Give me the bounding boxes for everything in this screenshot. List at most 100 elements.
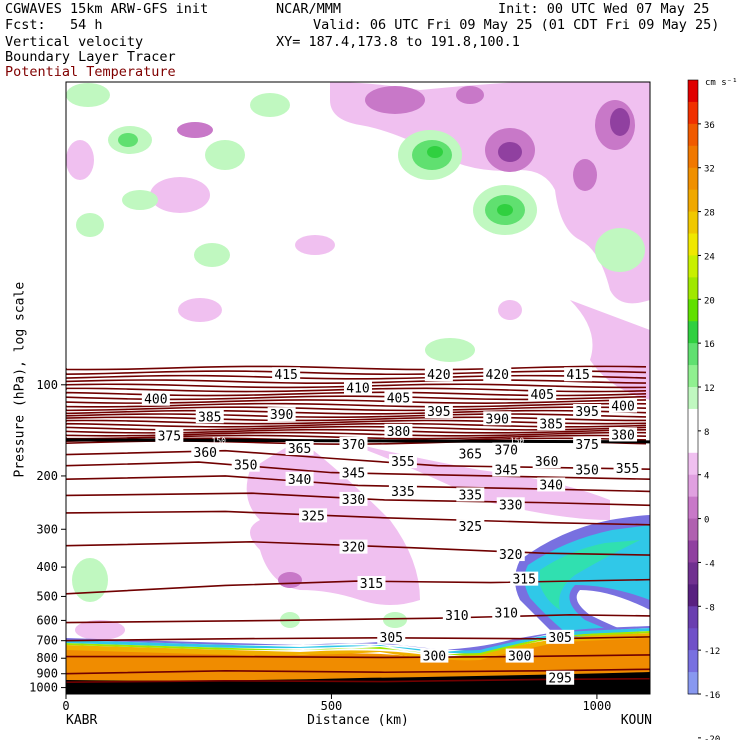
potential-temperature-labels: 415 420 420 415 400 410 405 405 400 385 390 395 390 3… [141, 367, 642, 687]
colorbar-swatch [688, 628, 698, 651]
tropopause-label: 150 [510, 437, 525, 446]
colorbar-label: 24 [704, 252, 715, 262]
theta-contour [66, 370, 647, 376]
theta-label-bg [483, 367, 512, 382]
colorbar-label: 32 [704, 165, 715, 175]
theta-label: 390 [270, 408, 293, 423]
theta-label-bg [510, 571, 539, 586]
theta-contour [66, 614, 650, 624]
theta-contour [66, 540, 650, 556]
field-label-vertical-velocity: Vertical velocity [5, 34, 144, 50]
colorbar-swatch [688, 101, 698, 125]
theta-label: 375 [575, 438, 598, 453]
theta-label-bg [141, 391, 170, 406]
theta-label: 335 [391, 485, 414, 500]
theta-label: 415 [274, 368, 297, 383]
theta-label-bg [456, 446, 485, 461]
theta-label: 315 [512, 573, 535, 588]
theta-contour [66, 406, 647, 412]
organization-label: NCAR/MMM [276, 1, 342, 17]
theta-label: 385 [539, 417, 562, 432]
theta-label-bg [456, 487, 485, 502]
y-tick-label: 600 [36, 613, 58, 627]
colorbar-swatch [688, 474, 698, 498]
theta-contour [66, 374, 647, 380]
colorbar-swatch [688, 496, 698, 520]
theta-label: 375 [158, 429, 181, 444]
theta-label: 365 [459, 448, 482, 463]
theta-label-bg [377, 629, 406, 644]
forecast-hour: Fcst: 54 h [5, 17, 103, 33]
theta-label-bg [492, 605, 521, 620]
colorbar-label: -12 [704, 647, 720, 657]
colorbar-label: -16 [704, 691, 720, 701]
colorbar-swatch [688, 167, 698, 191]
theta-label-bg [492, 442, 521, 457]
theta-label-bg [195, 409, 224, 424]
theta-label: 380 [611, 428, 634, 443]
colorbar-label: 20 [704, 296, 715, 306]
theta-label-bg [388, 484, 417, 499]
theta-label-bg [609, 427, 638, 442]
colorbar-swatch [688, 255, 698, 278]
y-tick-label: 300 [36, 522, 58, 536]
theta-label-bg [496, 547, 525, 562]
theta-label-bg [537, 477, 566, 492]
y-tick-label: 200 [36, 469, 58, 483]
theta-label-bg [420, 648, 449, 663]
theta-label-bg [285, 441, 314, 456]
colorbar-swatch [688, 430, 698, 454]
theta-contour [66, 492, 650, 507]
field-label-boundary-layer-tracer: Boundary Layer Tracer [5, 49, 176, 65]
y-tick-label: 700 [36, 634, 58, 648]
theta-label: 420 [486, 368, 509, 383]
colorbar-label: -20 [704, 735, 720, 740]
theta-label: 370 [495, 444, 518, 459]
colorbar-label: -4 [704, 559, 715, 569]
theta-label-bg [357, 576, 386, 591]
theta-label-bg [609, 398, 638, 413]
colorbar-swatch [688, 343, 698, 366]
left-station-label: KABR [66, 713, 97, 728]
theta-label-bg [191, 445, 220, 460]
theta-label-bg [384, 390, 413, 405]
theta-label: 390 [486, 412, 509, 427]
theta-label: 300 [508, 650, 531, 665]
theta-label-bg [272, 367, 301, 382]
theta-label-bg [573, 436, 602, 451]
plot-frame [65, 81, 651, 695]
theta-label-bg [155, 428, 184, 443]
theta-label-bg [537, 416, 566, 431]
theta-label: 415 [566, 368, 589, 383]
theta-label: 305 [380, 631, 403, 646]
theta-label: 310 [495, 607, 518, 622]
colorbar-label: 36 [704, 121, 715, 131]
theta-label: 400 [611, 400, 634, 415]
theta-label: 325 [459, 520, 482, 535]
theta-label: 315 [360, 577, 383, 592]
theta-contour [66, 654, 650, 659]
colorbar-label: 16 [704, 340, 715, 350]
theta-contour [66, 510, 650, 526]
theta-label-bg [546, 629, 575, 644]
y-tick-label: 800 [36, 651, 58, 665]
colorbar-swatch [688, 123, 698, 147]
colorbar-swatch [688, 299, 698, 322]
theta-label: 340 [539, 478, 562, 493]
theta-label: 365 [288, 442, 311, 457]
theta-label: 335 [459, 488, 482, 503]
colorbar-swatch [688, 606, 698, 629]
theta-label: 395 [575, 405, 598, 420]
theta-label-bg [339, 436, 368, 451]
colorbar-swatch [688, 540, 698, 563]
theta-label-bg [299, 508, 328, 523]
theta-label-bg [528, 386, 557, 401]
theta-label: 370 [342, 438, 365, 453]
theta-contour [66, 428, 647, 434]
colorbar-swatch [688, 233, 698, 256]
theta-label-bg [285, 471, 314, 486]
theta-label: 405 [530, 388, 553, 403]
theta-label: 380 [387, 425, 410, 440]
theta-label: 355 [616, 462, 639, 477]
colorbar-swatch [688, 452, 698, 476]
